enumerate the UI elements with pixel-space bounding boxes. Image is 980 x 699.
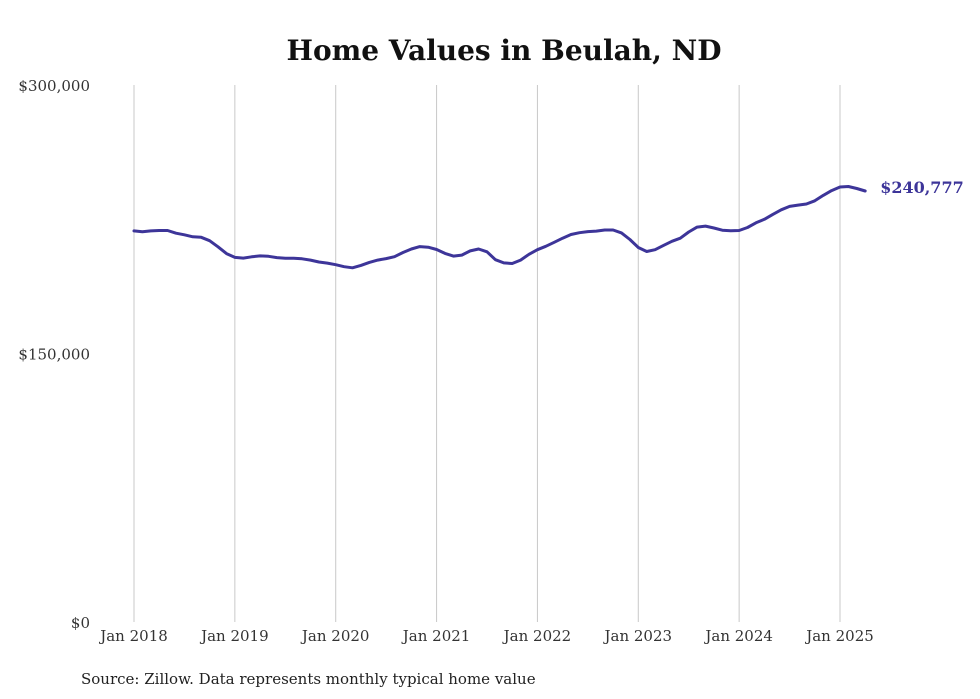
- x-tick-label: Jan 2019: [199, 627, 269, 645]
- x-tick-label: Jan 2021: [401, 627, 471, 645]
- end-value-label: $240,777: [880, 178, 964, 197]
- y-axis: $0 $150,000 $300,000: [18, 77, 90, 632]
- x-tick-label: Jan 2024: [703, 627, 773, 645]
- x-axis: Jan 2018 Jan 2019 Jan 2020 Jan 2021 Jan 2022…: [98, 627, 874, 645]
- x-tick-label: Jan 2025: [804, 627, 874, 645]
- y-tick-label: $150,000: [18, 346, 90, 364]
- y-tick-label: $300,000: [18, 77, 90, 95]
- source-note: Source: Zillow. Data represents monthly …: [81, 670, 536, 688]
- x-tick-label: Jan 2022: [502, 627, 572, 645]
- x-tick-label: Jan 2023: [603, 627, 673, 645]
- series-line: [132, 185, 867, 270]
- x-tick-label: Jan 2018: [98, 627, 168, 645]
- chart-title: Home Values in Beulah, ND: [286, 34, 721, 67]
- y-tick-label: $0: [71, 614, 90, 632]
- x-tick-label: Jan 2020: [300, 627, 370, 645]
- gridlines: [133, 85, 841, 622]
